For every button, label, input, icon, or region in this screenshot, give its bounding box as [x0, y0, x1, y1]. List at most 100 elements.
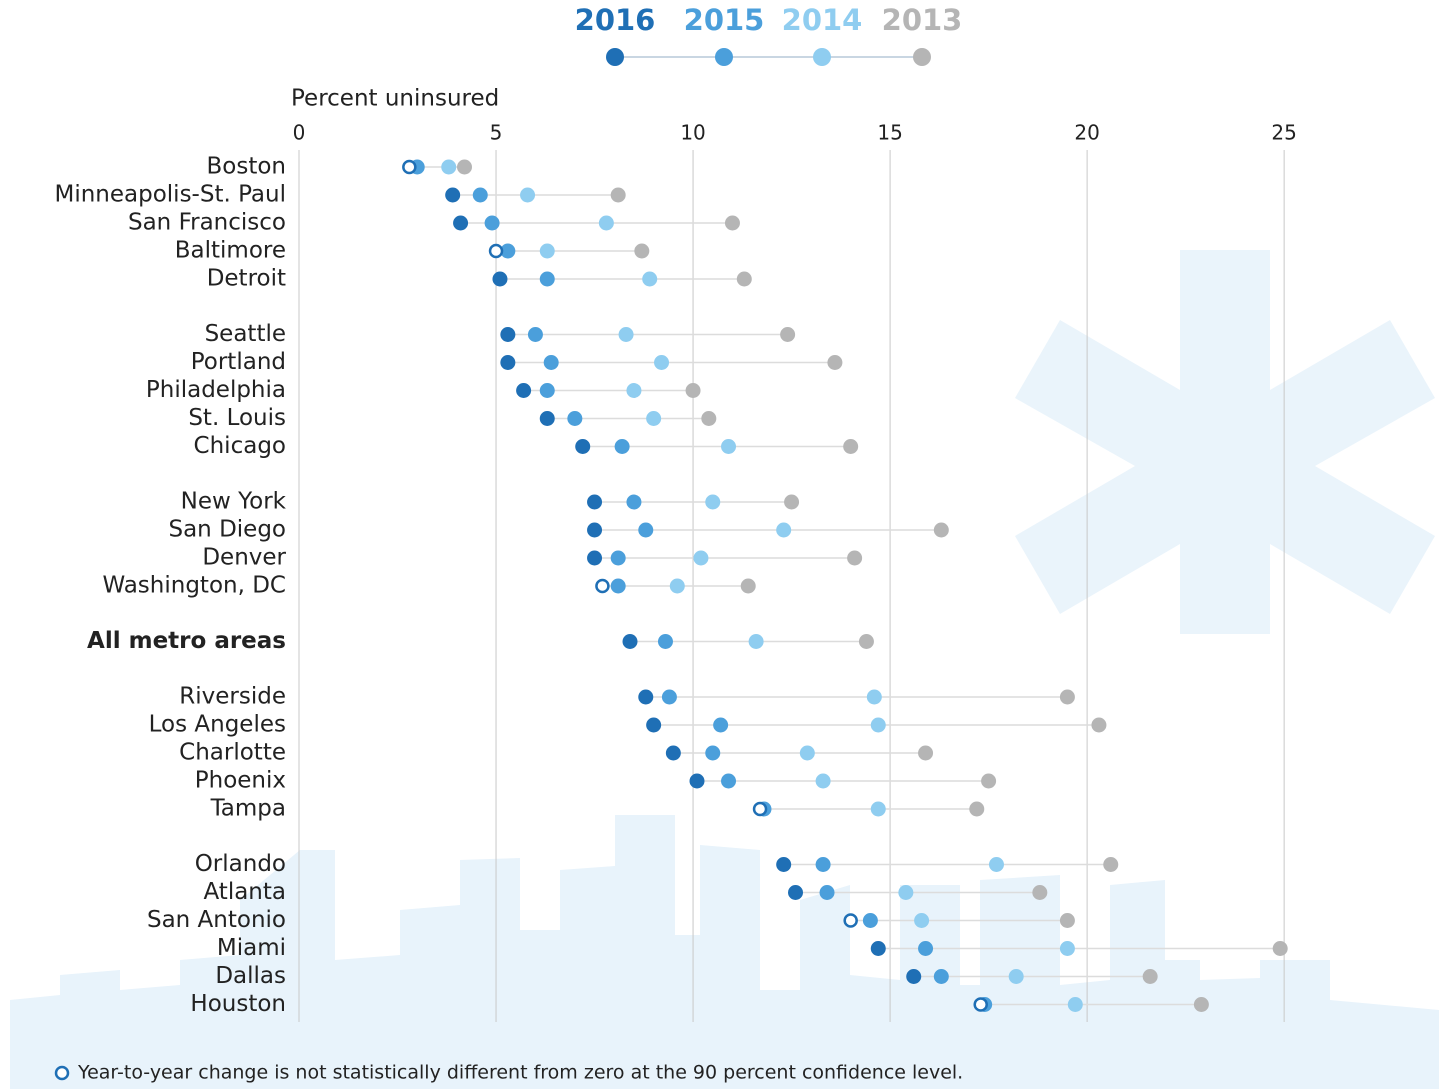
dot	[870, 941, 886, 956]
category-label: Boston	[206, 154, 286, 180]
dot	[626, 494, 642, 510]
dot	[520, 187, 536, 203]
category-label: San Francisco	[128, 210, 286, 236]
dot	[527, 327, 543, 342]
category-label: Philadelphia	[146, 377, 286, 403]
dot	[1059, 941, 1075, 956]
dot	[457, 159, 473, 175]
category-label: Detroit	[207, 266, 286, 292]
dot	[843, 439, 859, 454]
dot	[858, 634, 874, 649]
dot	[819, 885, 835, 900]
category-label: San Antonio	[147, 907, 286, 933]
dot	[661, 689, 677, 705]
category-label: Baltimore	[175, 238, 286, 264]
dot	[721, 439, 737, 454]
dot	[1103, 857, 1119, 872]
dot	[776, 522, 792, 538]
x-tick-label: 20	[1074, 121, 1099, 145]
legend-marker	[813, 48, 831, 66]
dot	[598, 215, 614, 231]
background-art	[10, 250, 1439, 1089]
dot	[918, 941, 934, 956]
category-label: Denver	[202, 545, 286, 571]
dot	[866, 689, 882, 705]
category-label: Miami	[217, 935, 286, 961]
dot	[981, 773, 997, 789]
category-label: Orlando	[195, 851, 286, 877]
dot	[665, 745, 681, 761]
dot	[1091, 717, 1107, 733]
category-label: Minneapolis-St. Paul	[54, 182, 286, 208]
dot	[500, 327, 516, 342]
dot	[669, 578, 685, 594]
category-label: Riverside	[179, 684, 286, 710]
dot	[622, 634, 638, 649]
dot	[1272, 941, 1288, 956]
dot	[843, 913, 858, 928]
dot	[402, 159, 417, 175]
dot	[1008, 969, 1024, 984]
dot	[610, 187, 626, 203]
dot	[748, 634, 764, 649]
dot	[614, 439, 630, 454]
x-tick-label: 15	[877, 121, 902, 145]
dot	[642, 271, 658, 287]
dot	[618, 327, 634, 342]
category-label: Charlotte	[179, 740, 286, 766]
category-label: Tampa	[210, 796, 286, 822]
category-label: Phoenix	[195, 768, 286, 794]
dot	[587, 550, 603, 566]
dot	[780, 327, 796, 342]
dot	[492, 271, 508, 287]
legend-marker	[715, 48, 733, 66]
dot	[567, 411, 583, 426]
dot	[638, 522, 654, 538]
dot	[539, 271, 555, 287]
dot	[453, 215, 469, 231]
dot	[705, 745, 721, 761]
dot	[815, 857, 831, 872]
category-label: Chicago	[194, 433, 286, 459]
dot	[626, 383, 642, 398]
dot	[784, 494, 800, 510]
dot	[587, 522, 603, 538]
dot	[815, 773, 831, 789]
dot	[736, 271, 752, 287]
dot	[1067, 997, 1083, 1012]
legend-label: 2016	[575, 3, 656, 37]
dot	[898, 885, 914, 900]
dot	[646, 411, 662, 426]
dot	[862, 913, 878, 928]
dot	[799, 745, 815, 761]
legend-label: 2013	[882, 3, 963, 37]
dot	[634, 243, 650, 259]
x-tick-label: 0	[293, 121, 306, 145]
dot	[575, 439, 591, 454]
category-label: New York	[181, 489, 287, 515]
dot	[705, 494, 721, 510]
dot	[610, 578, 626, 594]
dot	[918, 745, 934, 761]
dot	[969, 801, 985, 817]
dot	[870, 717, 886, 733]
dot	[685, 383, 701, 398]
dot	[693, 550, 709, 566]
dot	[587, 494, 603, 510]
legend-label: 2014	[782, 3, 863, 37]
category-label: Seattle	[205, 321, 286, 347]
dot	[646, 717, 662, 733]
dot	[914, 913, 930, 928]
dot	[539, 243, 555, 259]
dot	[1142, 969, 1158, 984]
dot	[724, 215, 740, 231]
dot	[847, 550, 863, 566]
dot	[870, 801, 886, 817]
dot	[740, 578, 756, 594]
dot	[776, 857, 792, 872]
dot	[516, 383, 532, 398]
legend-label: 2015	[684, 3, 765, 37]
dot	[788, 885, 804, 900]
dot	[610, 550, 626, 566]
